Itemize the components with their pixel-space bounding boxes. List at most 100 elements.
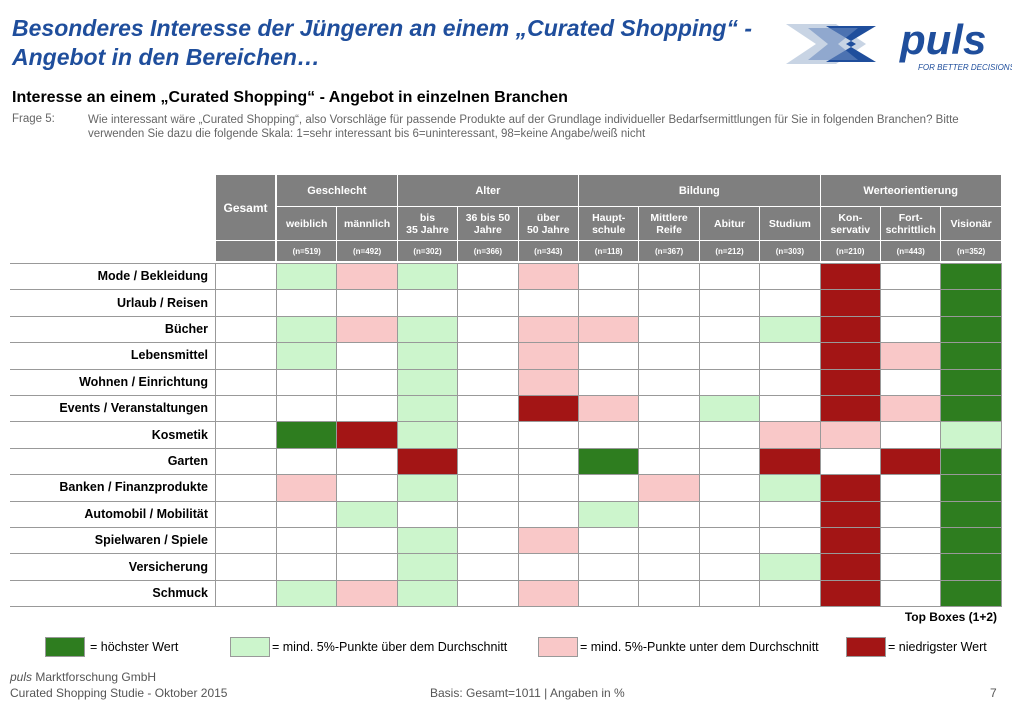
table-cell: [881, 528, 942, 554]
table-cell: [337, 316, 398, 343]
table-cell: [699, 264, 761, 290]
logo-wordmark: puls: [899, 16, 986, 63]
table-row: [10, 421, 1002, 447]
table-row: [10, 474, 1002, 500]
table-cell: [458, 528, 519, 554]
table-cell: [639, 396, 700, 422]
header-column-n: (n=212): [699, 241, 760, 261]
legend-label: = mind. 5%-Punkte über dem Durchschnitt: [272, 640, 508, 654]
table-cell: [337, 528, 398, 554]
table-cell: [518, 501, 579, 527]
table-cell: [639, 316, 700, 343]
table-cell: [760, 422, 821, 448]
table-cell: [639, 501, 700, 527]
table-cell: [518, 264, 579, 290]
legend-swatch: [230, 637, 270, 657]
table-cell: [881, 554, 942, 580]
table-cell: [639, 580, 700, 607]
table-cell: [820, 528, 881, 554]
footer-brand: puls: [10, 670, 33, 684]
header-column-n: (n=210): [820, 241, 880, 261]
table-cell: [881, 343, 942, 369]
table-cell: [820, 343, 881, 369]
header-column: Studium: [760, 207, 820, 240]
table-subtitle: Interesse an einem „Curated Shopping“ - …: [12, 89, 568, 106]
table-cell: [458, 422, 519, 448]
footer-basis: Basis: Gesamt=1011 | Angaben in %: [430, 686, 625, 700]
table-cell: [458, 501, 519, 527]
table-cell: [337, 396, 398, 422]
table-cell: [699, 528, 761, 554]
puls-logo: puls FOR BETTER DECISIONS: [786, 16, 1012, 72]
row-label: Mode / Bekleidung: [97, 269, 208, 284]
header-column-n: (n=118): [579, 241, 639, 261]
header-group: Werteorientierung: [820, 175, 1001, 206]
table-cell: [579, 264, 640, 290]
table-cell: [518, 528, 579, 554]
table-cell: [337, 448, 398, 475]
table-cell: [337, 343, 398, 369]
table-cell: [518, 316, 579, 343]
table-cell: [881, 580, 942, 607]
grid-line: [276, 263, 277, 607]
table-cell: [760, 316, 821, 343]
table-cell: [337, 580, 398, 607]
table-cell: [820, 501, 881, 527]
table-cell: [518, 448, 579, 475]
table-cell: [337, 422, 398, 448]
table-cell: [820, 369, 881, 395]
table-cell: [881, 501, 942, 527]
table-row: [10, 447, 1002, 474]
table-cell: [277, 422, 338, 448]
table-cell: [458, 343, 519, 369]
row-label: Events / Veranstaltungen: [59, 401, 208, 416]
header-column: weiblich: [277, 207, 337, 240]
table-cell: [760, 343, 821, 369]
legend-swatch: [538, 637, 578, 657]
table-cell: [458, 316, 519, 343]
grid-line: [880, 263, 881, 607]
table-cell: [216, 396, 276, 422]
table-cell: [277, 316, 338, 343]
table-cell: [216, 448, 276, 475]
table-cell: [579, 580, 640, 607]
table-cell: [337, 554, 398, 580]
table-cell: [337, 501, 398, 527]
table-cell: [941, 316, 1002, 343]
table-cell: [820, 316, 881, 343]
table-cell: [397, 448, 459, 475]
table-cell: [518, 343, 579, 369]
table-row: [10, 579, 1002, 606]
header-group: Alter: [397, 175, 578, 206]
table-cell: [881, 422, 942, 448]
grid-line: [336, 263, 338, 607]
question-text: Wie interessant wäre „Curated Shopping“,…: [88, 114, 959, 140]
table-cell: [639, 369, 700, 395]
topboxes-label: Top Boxes (1+2): [904, 610, 997, 624]
grid-line: [578, 263, 579, 607]
table-cell: [277, 264, 338, 290]
table-cell: [699, 396, 761, 422]
header-group: Geschlecht: [277, 175, 397, 206]
table-cell: [277, 369, 338, 395]
table-cell: [216, 422, 276, 448]
table-cell: [881, 475, 942, 501]
table-cell: [458, 580, 519, 607]
table-cell: [820, 422, 881, 448]
table-cell: [699, 554, 761, 580]
table-cell: [760, 475, 821, 501]
table-cell: [820, 264, 881, 290]
table-cell: [337, 475, 398, 501]
table-cell: [881, 316, 942, 343]
row-label: Spielwaren / Spiele: [94, 533, 208, 548]
table-cell: [397, 475, 459, 501]
table-cell: [458, 290, 519, 316]
grid-line: [1000, 263, 1002, 607]
header-column: Kon- servativ: [820, 207, 880, 240]
header-column: Haupt- schule: [579, 207, 639, 240]
table-cell: [216, 475, 276, 501]
row-label: Banken / Finanzprodukte: [59, 480, 208, 495]
table-cell: [518, 580, 579, 607]
legend-swatch: [45, 637, 85, 657]
page-number: 7: [990, 686, 997, 700]
